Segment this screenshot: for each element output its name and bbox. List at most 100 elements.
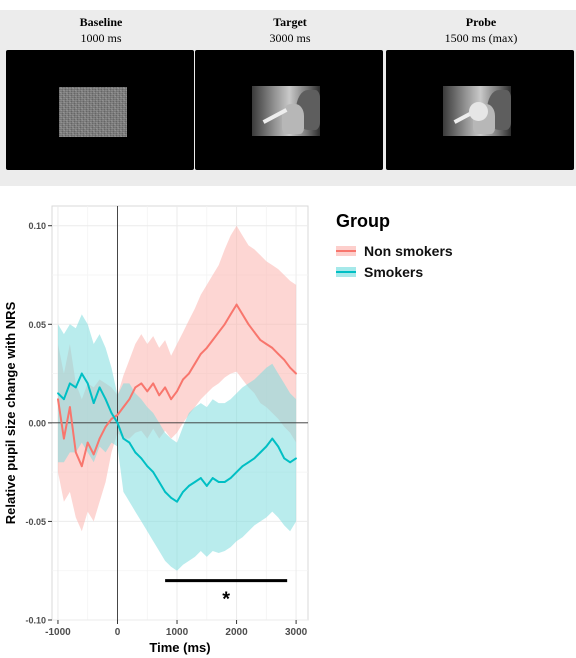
data-point-non-smokers — [63, 437, 65, 440]
data-point-non-smokers — [283, 358, 286, 361]
data-point-smokers — [295, 457, 297, 460]
data-point-smokers — [247, 461, 250, 464]
y-tick-label: 0.00 — [28, 418, 46, 428]
noise-image — [59, 87, 127, 137]
data-point-non-smokers — [146, 390, 149, 393]
legend: Group Non smokers Smokers — [336, 211, 453, 282]
legend-item-non-smokers: Non smokers — [336, 240, 453, 261]
stage-title: Probe — [465, 15, 497, 29]
data-point-non-smokers — [211, 339, 214, 341]
smoking-image — [443, 86, 511, 136]
data-point-non-smokers — [134, 386, 137, 389]
data-point-non-smokers — [68, 406, 71, 408]
data-point-non-smokers — [86, 441, 89, 444]
data-point-smokers — [63, 398, 65, 401]
data-point-non-smokers — [223, 323, 226, 326]
y-tick-label: 0.05 — [28, 320, 46, 330]
data-point-non-smokers — [182, 378, 184, 381]
legend-title: Group — [336, 211, 390, 231]
data-point-smokers — [116, 421, 119, 424]
data-point-smokers — [265, 445, 268, 448]
data-point-non-smokers — [74, 451, 77, 454]
data-point-smokers — [122, 437, 125, 440]
y-tick-label: -0.10 — [25, 616, 46, 626]
data-point-non-smokers — [104, 425, 107, 428]
x-tick-label: 3000 — [285, 627, 308, 638]
data-point-non-smokers — [241, 313, 244, 316]
data-point-smokers — [205, 485, 208, 487]
data-point-non-smokers — [229, 313, 232, 316]
y-axis-title: Relative pupil size change with NRS — [3, 301, 18, 524]
data-point-non-smokers — [80, 465, 83, 468]
data-point-smokers — [211, 477, 214, 479]
stage-title: Baseline — [79, 15, 123, 29]
data-point-non-smokers — [152, 382, 155, 385]
stage-target: Target 3000 ms — [195, 10, 385, 170]
data-point-smokers — [57, 392, 59, 395]
x-tick-label: 1000 — [166, 627, 189, 638]
stage-duration: 3000 ms — [269, 31, 311, 45]
stage-probe: Probe 1500 ms (max) — [386, 10, 576, 170]
data-point-non-smokers — [122, 406, 125, 408]
data-point-non-smokers — [205, 347, 208, 349]
data-point-non-smokers — [217, 331, 220, 334]
y-tick-label: -0.05 — [25, 517, 46, 527]
data-point-smokers — [104, 398, 107, 401]
data-point-smokers — [277, 445, 280, 448]
legend-swatch — [336, 245, 356, 256]
y-tick-label: 0.10 — [28, 221, 46, 231]
data-point-smokers — [134, 451, 137, 454]
data-point-smokers — [253, 457, 256, 460]
data-point-smokers — [68, 382, 71, 385]
data-point-non-smokers — [271, 347, 274, 349]
data-point-smokers — [289, 461, 292, 464]
data-point-non-smokers — [199, 352, 202, 355]
data-point-smokers — [80, 372, 83, 375]
x-tick-label: 2000 — [225, 627, 248, 638]
data-point-smokers — [98, 386, 101, 389]
target-screen — [195, 50, 383, 170]
data-point-smokers — [283, 457, 286, 460]
data-point-smokers — [223, 481, 226, 483]
data-point-non-smokers — [253, 331, 256, 334]
x-tick-label: -1000 — [45, 627, 71, 638]
data-point-smokers — [229, 477, 232, 479]
data-point-non-smokers — [235, 303, 238, 306]
smoking-image — [252, 86, 320, 136]
data-point-non-smokers — [188, 372, 190, 375]
data-point-smokers — [158, 481, 161, 483]
data-point-non-smokers — [128, 398, 131, 401]
data-point-non-smokers — [158, 394, 161, 397]
data-point-smokers — [92, 402, 95, 405]
legend-label: Smokers — [364, 263, 424, 280]
data-point-smokers — [170, 496, 172, 499]
data-point-non-smokers — [277, 352, 280, 355]
data-point-smokers — [176, 500, 178, 503]
data-point-non-smokers — [193, 362, 196, 365]
data-point-non-smokers — [92, 453, 95, 456]
data-point-smokers — [217, 481, 220, 483]
data-point-non-smokers — [140, 382, 143, 385]
data-point-non-smokers — [170, 398, 172, 401]
stimulus-sequence-panel: Baseline 1000 ms Target 3000 ms Probe 15… — [0, 10, 576, 186]
legend-swatch — [336, 266, 356, 277]
data-point-non-smokers — [116, 414, 119, 416]
data-point-smokers — [164, 490, 167, 493]
probe-screen — [386, 50, 574, 170]
x-axis-title: Time (ms) — [149, 640, 210, 655]
data-point-smokers — [110, 412, 113, 414]
stage-duration: 1500 ms (max) — [444, 31, 518, 45]
data-point-smokers — [271, 437, 274, 440]
data-point-smokers — [140, 457, 143, 460]
data-point-non-smokers — [265, 343, 268, 345]
data-point-non-smokers — [289, 366, 292, 369]
data-point-smokers — [74, 386, 77, 389]
legend-label: Non smokers — [364, 242, 453, 259]
data-point-non-smokers — [57, 398, 59, 401]
probe-dot — [469, 102, 488, 121]
confidence-band-smokers — [58, 314, 297, 571]
data-point-smokers — [241, 465, 244, 468]
data-point-non-smokers — [110, 418, 113, 420]
data-point-smokers — [146, 465, 149, 468]
data-point-smokers — [86, 382, 89, 385]
